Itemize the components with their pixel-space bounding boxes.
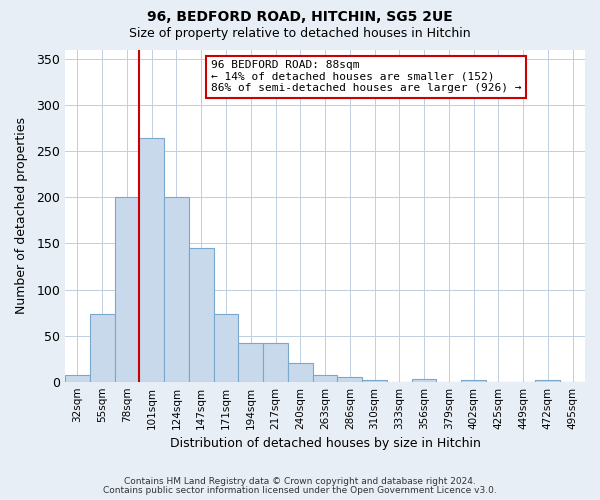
Bar bbox=[337, 377, 362, 382]
Bar bbox=[164, 198, 189, 382]
Bar bbox=[65, 375, 90, 382]
Bar bbox=[362, 380, 387, 382]
Bar bbox=[115, 198, 139, 382]
Bar bbox=[535, 380, 560, 382]
Text: 96, BEDFORD ROAD, HITCHIN, SG5 2UE: 96, BEDFORD ROAD, HITCHIN, SG5 2UE bbox=[147, 10, 453, 24]
Bar bbox=[238, 343, 263, 382]
Text: Contains HM Land Registry data © Crown copyright and database right 2024.: Contains HM Land Registry data © Crown c… bbox=[124, 477, 476, 486]
Bar bbox=[90, 314, 115, 382]
Text: Contains public sector information licensed under the Open Government Licence v3: Contains public sector information licen… bbox=[103, 486, 497, 495]
Bar bbox=[288, 364, 313, 382]
X-axis label: Distribution of detached houses by size in Hitchin: Distribution of detached houses by size … bbox=[170, 437, 481, 450]
Y-axis label: Number of detached properties: Number of detached properties bbox=[15, 118, 28, 314]
Bar bbox=[139, 138, 164, 382]
Bar bbox=[412, 379, 436, 382]
Bar bbox=[313, 375, 337, 382]
Text: Size of property relative to detached houses in Hitchin: Size of property relative to detached ho… bbox=[129, 28, 471, 40]
Bar bbox=[189, 248, 214, 382]
Bar bbox=[461, 380, 486, 382]
Bar bbox=[214, 314, 238, 382]
Bar bbox=[263, 343, 288, 382]
Text: 96 BEDFORD ROAD: 88sqm
← 14% of detached houses are smaller (152)
86% of semi-de: 96 BEDFORD ROAD: 88sqm ← 14% of detached… bbox=[211, 60, 521, 93]
